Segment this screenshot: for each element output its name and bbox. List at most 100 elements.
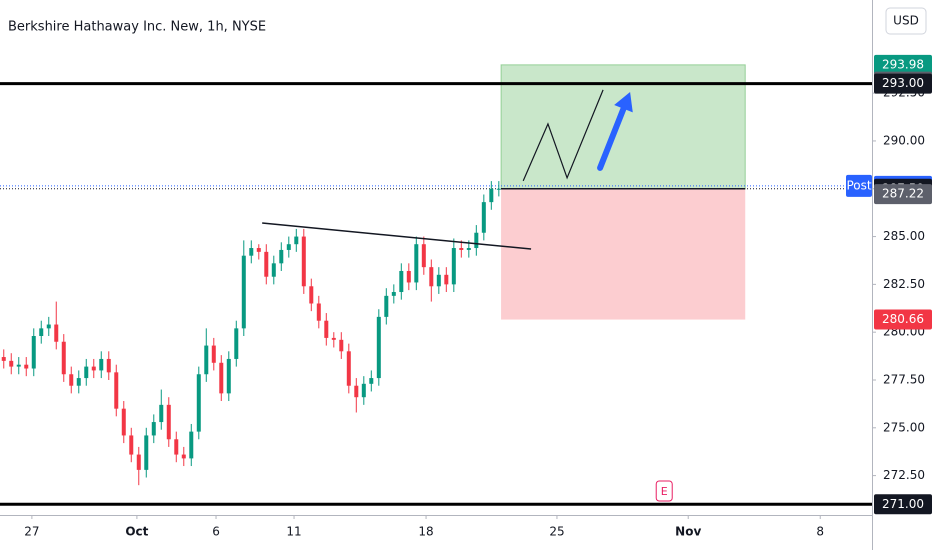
candle-body [39,328,44,337]
candle-body [421,244,426,268]
earnings-marker [655,480,673,502]
x-tick-label: Nov [675,525,701,539]
candle-body [294,236,299,245]
candle-body [99,358,104,371]
price-label: 293.98 [882,57,924,71]
candle-body [84,366,89,379]
price-label-box [874,73,932,94]
candle-body [9,360,14,367]
candle-body [301,236,306,287]
candle-body [174,439,179,455]
candle-body [436,274,441,287]
y-tick-label: 277.50 [883,372,925,386]
candle-body [204,345,209,375]
candle-body [151,422,156,436]
candle-body [414,244,419,283]
x-tick-label: Oct [125,525,148,539]
candle-body [271,263,276,277]
candle-body [399,270,404,293]
candle-body [376,316,381,379]
price-tag-box [846,174,872,197]
candle-body [106,358,111,373]
candle-body [46,324,51,329]
price-label-box [874,494,932,515]
y-tick-label: 285.00 [883,229,925,243]
candle-body [114,372,119,409]
x-tick-label: 8 [816,525,824,539]
y-tick-label: 272.50 [883,468,925,482]
y-tick-label: 282.50 [883,277,925,291]
candle-body [286,244,291,250]
price-label: 280.66 [882,312,924,326]
candle-body [76,378,81,386]
position-target-zone [500,64,746,190]
price-label: 293.00 [882,76,924,90]
candle-body [166,404,171,440]
y-tick-label: 290.00 [883,133,925,147]
candle-body [234,328,239,359]
x-tick-label: 25 [549,525,564,539]
candle-body [459,248,464,250]
candle-body [121,408,126,436]
earnings-label: E [661,485,668,498]
candle-body [361,383,366,398]
arrow-shaft [597,105,627,171]
price-label: 271.00 [882,497,924,511]
price-label: 287.22 [882,187,924,201]
candle-body [91,366,96,371]
candle-body [331,337,336,340]
candle-body [241,255,246,329]
position-stop-zone [501,188,746,320]
chart-title: Berkshire Hathaway Inc. New, 1h, NYSE [8,20,266,35]
candle-body [264,251,269,277]
candle-body [69,374,74,386]
candle-body [24,364,29,369]
candle-body [256,248,261,252]
zigzag-path [522,89,604,182]
candle-body [159,404,164,423]
candle-body [54,324,59,342]
candle-body [369,378,374,384]
candle-body [316,303,321,321]
candle-body [451,248,456,285]
candle-body [129,435,134,455]
price-label-box [874,184,932,205]
candle-body [249,248,254,256]
price-tag: Post [846,178,871,192]
candle-body [136,454,141,470]
candle-body [384,295,389,317]
candle-body [391,292,396,296]
arrow-head [614,91,633,113]
trend-line [262,222,532,250]
candle-body [466,248,471,250]
candle-body [406,270,411,283]
candle-body [496,188,501,190]
candle-body [219,362,224,394]
candle-body [181,454,186,459]
candle-body [31,336,36,369]
candle-body [481,202,486,233]
candle-body [211,345,216,363]
candle-body [489,188,494,203]
price-label-box [874,54,932,75]
x-tick-label: 27 [24,525,39,539]
time-axis-bg [0,515,872,550]
currency-button[interactable] [885,7,927,35]
candle-body [16,364,21,367]
price-label-box [874,309,932,330]
candle-body [61,341,66,375]
candle-body [324,320,329,338]
y-tick-label: 275.00 [883,420,925,434]
candle-body [226,358,231,394]
candle-body [1,357,6,361]
candle-body [474,232,479,249]
candle-body [279,249,284,264]
candle-body [144,435,149,470]
x-tick-label: 18 [418,525,433,539]
candle-body [429,267,434,287]
candle-body [309,286,314,304]
x-tick-label: 6 [212,525,220,539]
x-tick-label: 11 [286,525,301,539]
